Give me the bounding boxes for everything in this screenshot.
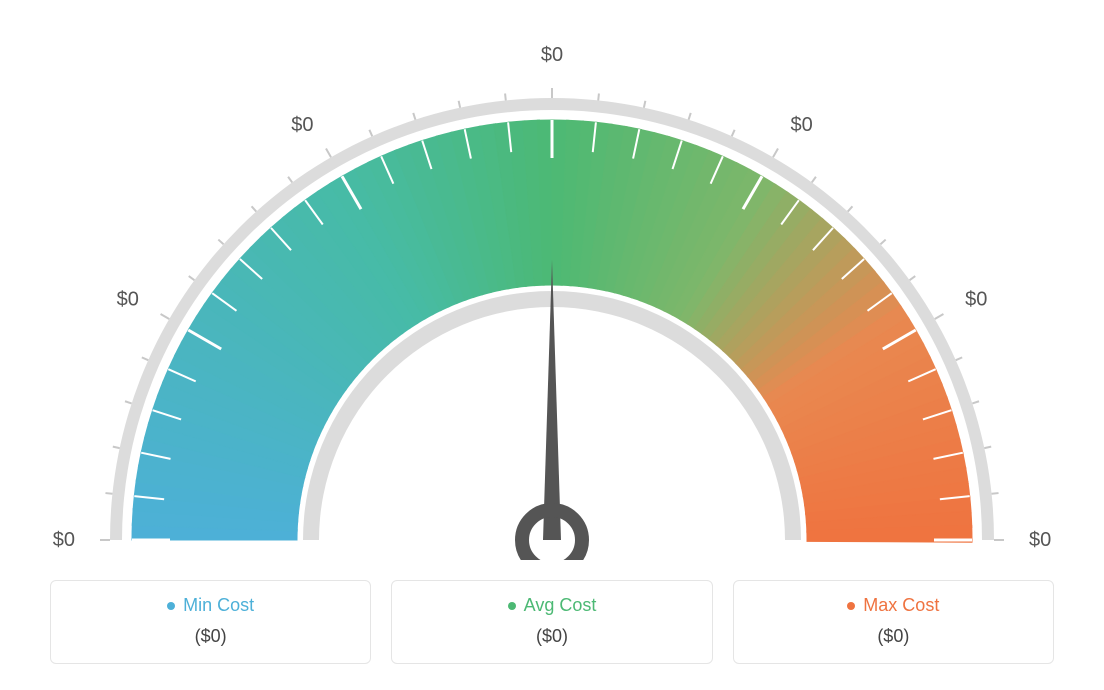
legend-card-max: Max Cost ($0) [733, 580, 1054, 664]
legend-value-avg: ($0) [402, 626, 701, 647]
legend-label-max: Max Cost [863, 595, 939, 616]
gauge-tick-label: $0 [117, 289, 139, 311]
legend-row: Min Cost ($0) Avg Cost ($0) Max Cost ($0… [20, 580, 1084, 664]
legend-title-max: Max Cost [847, 595, 939, 616]
gauge-svg: $0 $0 $0 $0 $0 $0 $0 [20, 20, 1084, 560]
legend-label-avg: Avg Cost [524, 595, 597, 616]
legend-dot-min [167, 602, 175, 610]
legend-dot-avg [508, 602, 516, 610]
legend-value-max: ($0) [744, 626, 1043, 647]
gauge-tick-label: $0 [541, 44, 563, 66]
legend-title-min: Min Cost [167, 595, 254, 616]
legend-title-avg: Avg Cost [508, 595, 597, 616]
gauge-tick-label: $0 [291, 114, 313, 136]
legend-card-avg: Avg Cost ($0) [391, 580, 712, 664]
gauge-chart: $0 $0 $0 $0 $0 $0 $0 [20, 20, 1084, 560]
gauge-tick-label: $0 [791, 114, 813, 136]
legend-value-min: ($0) [61, 626, 360, 647]
legend-card-min: Min Cost ($0) [50, 580, 371, 664]
gauge-tick-label: $0 [1029, 529, 1051, 551]
legend-dot-max [847, 602, 855, 610]
gauge-tick-label: $0 [965, 289, 987, 311]
gauge-tick-label: $0 [53, 529, 75, 551]
legend-label-min: Min Cost [183, 595, 254, 616]
